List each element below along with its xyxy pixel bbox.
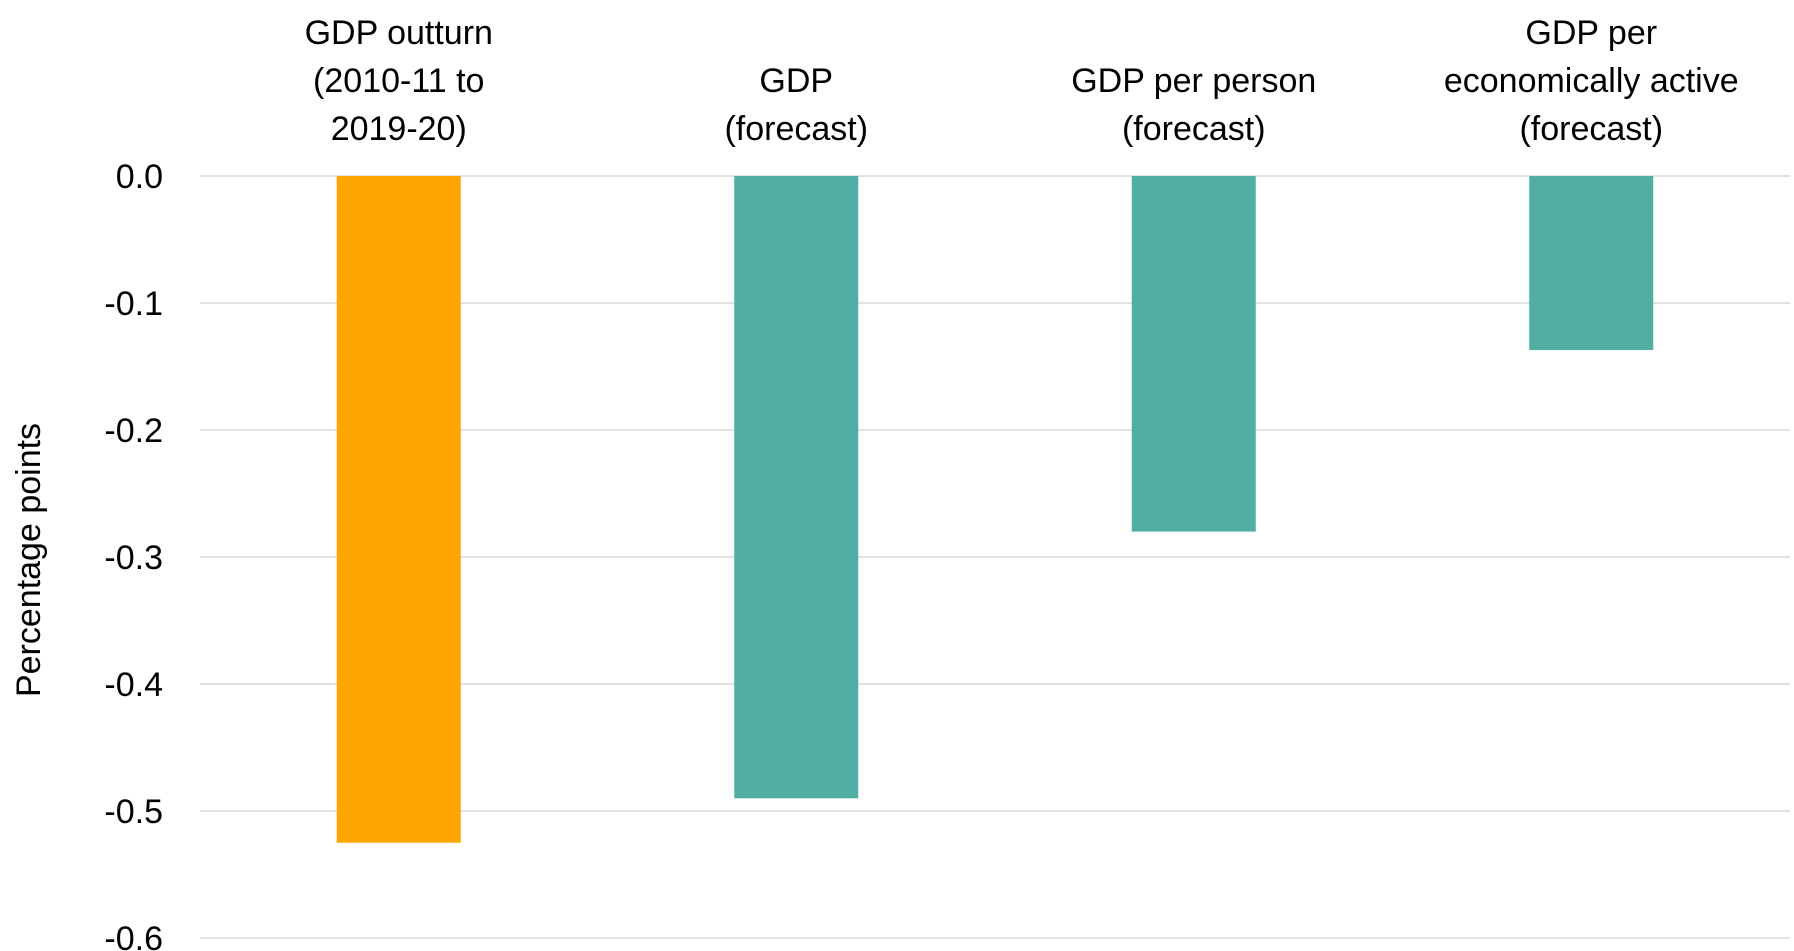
- category-label: GDP per economically active (forecast): [1444, 14, 1739, 148]
- y-axis-ticks: 0.0 -0.1 -0.2 -0.3 -0.4 -0.5 -0.6: [104, 158, 163, 951]
- bars: [337, 176, 1654, 843]
- category-label: GDP per person (forecast): [1071, 62, 1316, 148]
- bar: [1132, 176, 1256, 532]
- y-tick-label: -0.2: [104, 412, 163, 450]
- y-tick-label: -0.3: [104, 539, 163, 577]
- bar: [1529, 176, 1653, 350]
- y-tick-label: 0.0: [116, 158, 163, 196]
- category-label-line: economically active: [1444, 62, 1739, 100]
- category-label: GDP (forecast): [724, 62, 868, 148]
- y-tick-label: -0.5: [104, 793, 163, 831]
- y-tick-label: -0.1: [104, 285, 163, 323]
- y-tick-label: -0.6: [104, 920, 163, 951]
- category-labels: GDP outturn (2010-11 to 2019-20) GDP (foreca…: [305, 14, 1739, 148]
- category-label: GDP outturn (2010-11 to 2019-20): [305, 14, 493, 148]
- category-label-line: (forecast): [724, 110, 868, 148]
- category-label-line: GDP per person: [1071, 62, 1316, 100]
- category-label-line: GDP outturn: [305, 14, 493, 52]
- category-label-line: (forecast): [1122, 110, 1266, 148]
- bar: [734, 176, 858, 798]
- category-label-line: (forecast): [1519, 110, 1663, 148]
- category-label-line: GDP: [759, 62, 833, 100]
- y-axis-title: Percentage points: [10, 423, 48, 697]
- bar: [337, 176, 461, 843]
- y-tick-label: -0.4: [104, 666, 163, 704]
- category-label-line: GDP per: [1525, 14, 1657, 52]
- category-label-line: (2010-11 to: [313, 62, 484, 100]
- category-label-line: 2019-20): [331, 110, 467, 148]
